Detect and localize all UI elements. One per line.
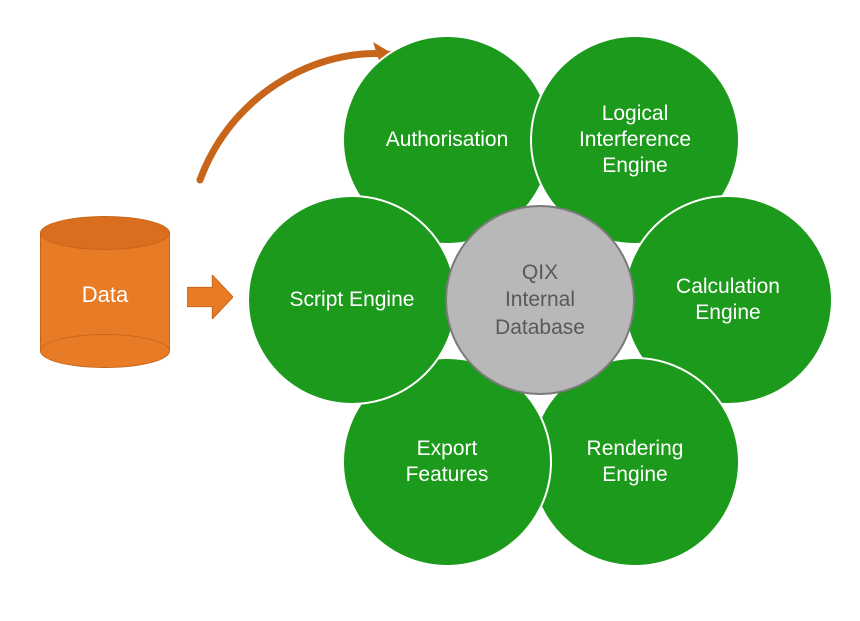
petal-label: Script Engine	[280, 287, 425, 313]
petal-label: CalculationEngine	[666, 274, 790, 327]
petal-label: RenderingEngine	[577, 436, 694, 489]
petal-label: ExportFeatures	[396, 436, 499, 489]
data-cylinder: Data	[40, 216, 170, 366]
diagram-stage: Data Authorisation LogicalInterferenceEngi…	[0, 0, 860, 621]
petal-script-engine: Script Engine	[247, 195, 457, 405]
petal-label: Authorisation	[376, 127, 519, 153]
block-arrow-icon	[187, 275, 233, 319]
center-circle: QIXInternalDatabase	[445, 205, 635, 395]
petal-label: LogicalInterferenceEngine	[569, 101, 701, 180]
data-cylinder-label: Data	[40, 282, 170, 308]
center-label: QIXInternalDatabase	[495, 259, 585, 341]
